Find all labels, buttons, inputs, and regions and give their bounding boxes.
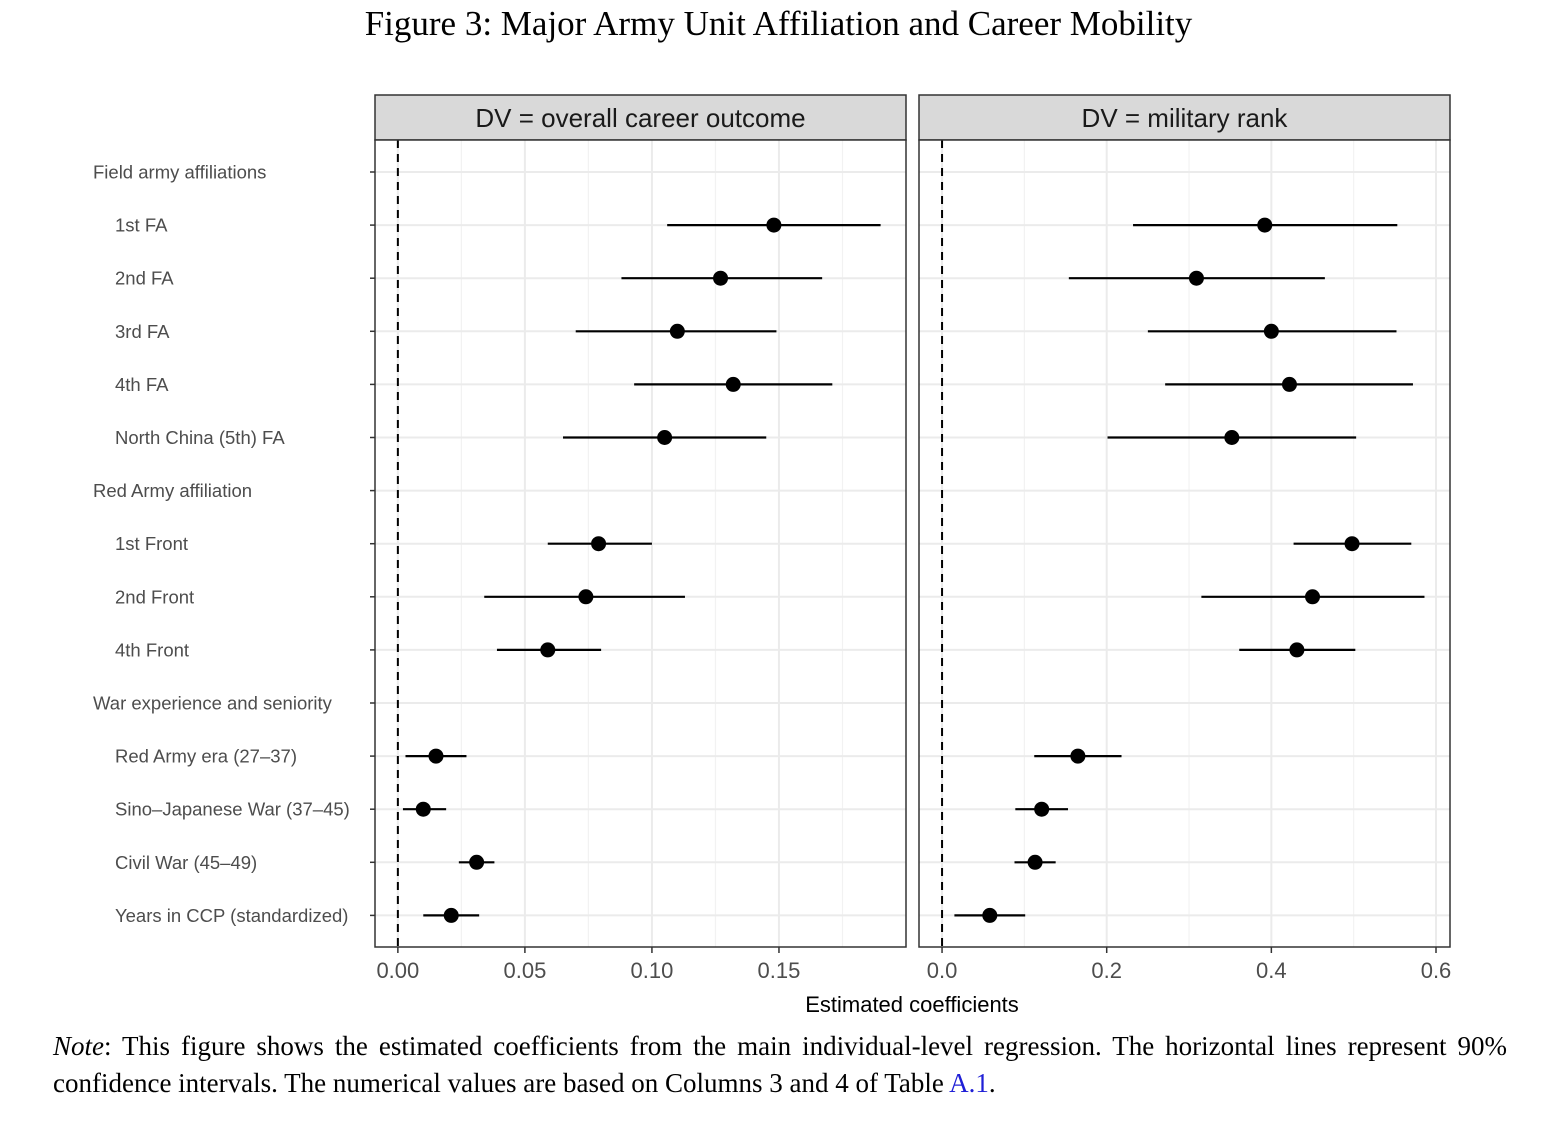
point-estimate [443,907,459,923]
point-estimate [1188,270,1204,286]
figure-note: Note: This figure shows the estimated co… [53,1028,1507,1102]
point-estimate [428,748,444,764]
x-tick-label: 0.05 [503,958,546,983]
point-estimate [982,907,998,923]
row-label: 1st Front [115,533,188,554]
point-estimate [1224,430,1240,445]
point-estimate [1281,376,1297,392]
point-estimate [1034,801,1050,817]
panels: DV = overall career outcome 0.00 0.05 0.10 0… [370,94,1452,983]
point-estimate [1289,642,1305,658]
x-tick-label: 0.6 [1421,958,1452,983]
row-label: North China (5th) FA [115,427,285,448]
x-tick-label: 0.00 [376,958,419,983]
x-tick-label: 0.2 [1091,958,1122,983]
row-label: 2nd FA [115,268,174,289]
point-estimate [1263,323,1279,339]
group-header-label: War experience and seniority [93,693,333,714]
row-label: 1st FA [115,215,168,236]
row-label: 2nd Front [115,586,194,607]
point-estimate [1027,854,1043,870]
row-label: Sino–Japanese War (37–45) [115,799,350,820]
table-link[interactable]: A.1 [949,1068,989,1098]
panel-strip-title: DV = military rank [1082,103,1289,133]
panel-strip [374,94,907,141]
point-estimate [469,854,485,870]
point-estimate [713,270,729,286]
group-header-label: Red Army affiliation [93,480,252,501]
point-estimate [578,589,594,605]
point-estimate [1257,217,1273,233]
x-axis-title: Estimated coefficients [805,992,1019,1017]
row-label: 4th FA [115,374,169,395]
point-estimate [1344,536,1360,552]
point-estimate [415,801,431,817]
point-estimate [591,536,607,552]
x-tick-label: 0.10 [631,958,674,983]
panel-2: DV = military rank 0.0 0.2 0.4 0.6 [918,94,1452,983]
x-tick-label: 0.0 [927,958,958,983]
figure-title: Figure 3: Major Army Unit Affiliation an… [364,4,1193,43]
note-text: : This figure shows the estimated coeffi… [53,1031,1507,1098]
row-labels: Field army affiliations 1st FA 2nd FA 3rd F… [93,162,350,926]
note-text-end: . [988,1068,996,1098]
point-estimate [1070,748,1086,764]
point-estimate [540,642,556,658]
panel-border [918,139,1451,948]
row-label: 3rd FA [115,321,170,342]
point-estimate [669,323,685,339]
panel-1: DV = overall career outcome 0.00 0.05 0.10 0… [370,94,907,983]
row-label: Years in CCP (standardized) [115,905,348,926]
panel-strip-title: DV = overall career outcome [475,103,805,133]
point-estimate [1305,589,1321,605]
x-tick-label: 0.4 [1256,958,1287,983]
group-header-label: Field army affiliations [93,162,266,183]
row-label: Civil War (45–49) [115,852,257,873]
row-label: 4th Front [115,639,189,660]
note-label: Note [53,1031,104,1061]
point-estimate [766,217,782,233]
x-tick-label: 0.15 [758,958,801,983]
point-estimate [725,376,741,392]
point-estimate [657,430,673,445]
row-label: Red Army era (27–37) [115,746,297,767]
